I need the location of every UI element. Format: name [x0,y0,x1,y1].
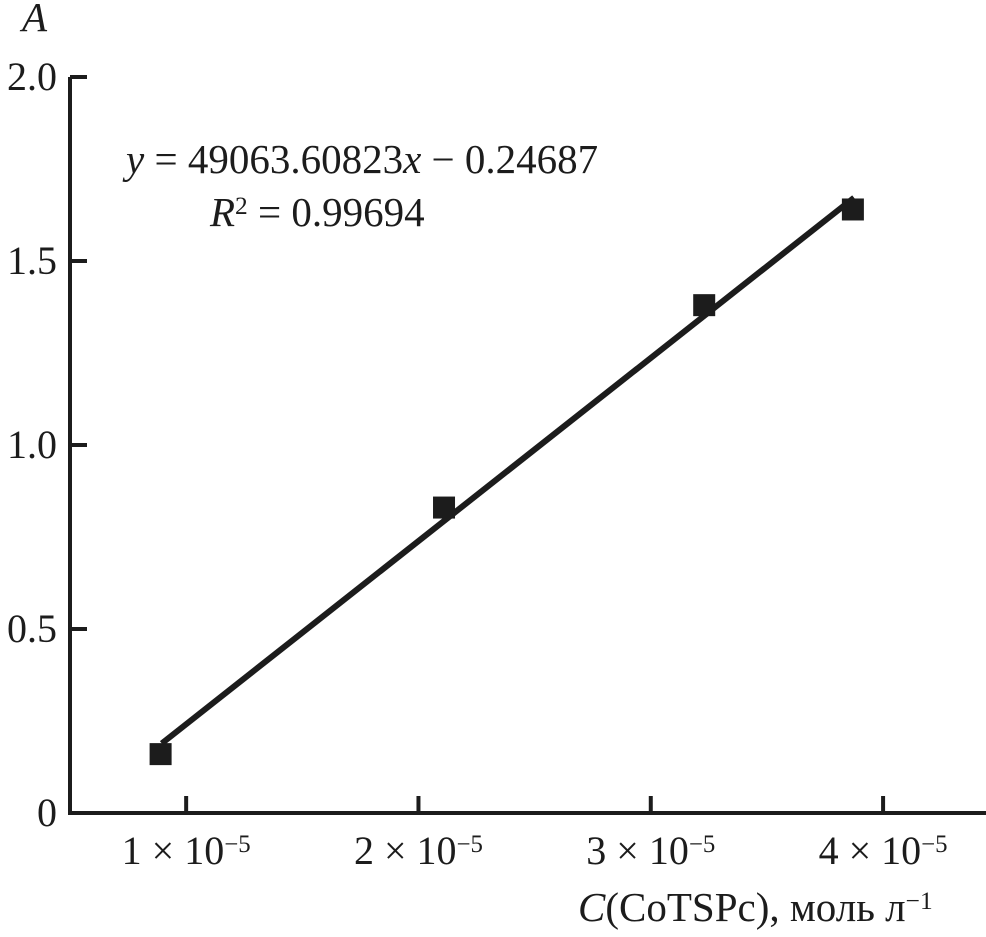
y-tick-label: 0 [37,790,57,835]
data-point-marker [433,496,456,519]
x-tick-label-exponent: −5 [921,831,948,859]
tick-marks [70,75,886,815]
x-tick-label: 1 × 10−5 [96,829,276,873]
x-tick-label-base: 2 × 10 [353,828,457,873]
axis-lines [68,77,986,815]
x-axis-title-exponent: −1 [905,886,933,915]
x-tick-label-base: 3 × 10 [586,828,689,873]
x-axis-title-text: (CoTSPc), моль л [605,884,906,930]
axis-line [68,77,986,815]
x-tick-label-base: 1 × 10 [121,828,225,873]
x-tick-label-exponent: −5 [224,831,251,859]
data-point-marker [149,743,172,766]
x-tick-label: 2 × 10−5 [328,829,508,873]
y-tick-label: 1.5 [7,238,57,283]
equation-intercept-text: − 0.24687 [421,136,599,182]
x-tick-label: 4 × 10−5 [793,829,973,873]
equation-y-variable: y [126,136,145,182]
y-tick-label: 1.0 [7,422,57,467]
x-tick-label-exponent: −5 [688,831,716,859]
equation-x-variable: x [403,136,422,182]
x-tick-label-base: 4 × 10 [818,828,922,873]
y-tick-label: 2.0 [7,54,57,99]
x-tick-label: 3 × 10−5 [561,829,741,873]
r-variable: R [210,189,236,235]
y-tick-label: 0.5 [7,606,57,651]
r-squared-value: = 0.99694 [247,189,425,235]
fit-equation: y = 49063.60823x − 0.24687 [126,136,598,183]
x-tick-label-exponent: −5 [456,831,483,859]
r-exponent: 2 [235,191,248,220]
data-point-marker [841,198,864,221]
y-axis-title: A [22,0,48,40]
equation-slope-text: = 49063.60823 [144,136,404,182]
x-axis-title: C(CoTSPc), моль л−1 [578,884,933,931]
r-squared-annotation: R2 = 0.99694 [210,189,425,236]
fit-line [159,195,856,746]
x-axis-title-variable: C [578,884,606,930]
data-points [149,198,864,766]
data-point-marker [693,294,716,317]
